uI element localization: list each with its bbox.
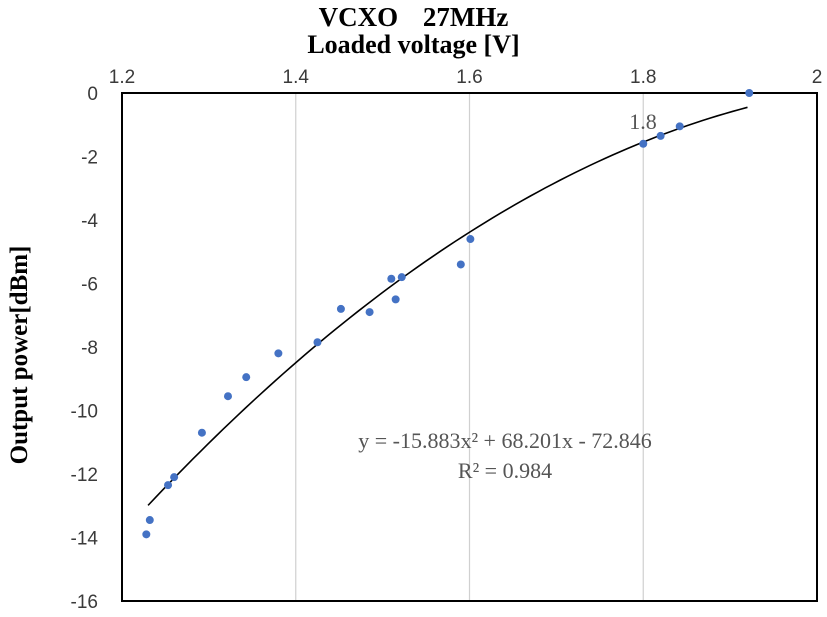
x-tick-label: 2 bbox=[812, 67, 823, 88]
data-point bbox=[675, 122, 684, 131]
data-point bbox=[313, 338, 322, 347]
y-tick-label: 0 bbox=[87, 84, 98, 105]
x-tick-label: 1.4 bbox=[283, 67, 310, 88]
data-point bbox=[170, 473, 179, 482]
y-tick-labels: 0 -2 -4 -6 -8 -10 -12 -14 -16 bbox=[71, 84, 99, 613]
x-tick-labels: 1.2 1.4 1.6 1.8 2 bbox=[109, 67, 823, 88]
data-point bbox=[466, 235, 475, 244]
data-point bbox=[656, 131, 665, 140]
data-point bbox=[142, 530, 151, 539]
y-tick-label: -8 bbox=[81, 338, 98, 359]
trendline-equation: y = -15.883x² + 68.201x - 72.846 bbox=[358, 428, 652, 453]
data-point bbox=[397, 273, 406, 282]
data-point bbox=[365, 308, 374, 317]
plot-frame bbox=[121, 92, 818, 602]
x-axis-label: Loaded voltage [V] bbox=[307, 30, 520, 59]
data-point bbox=[197, 428, 206, 437]
chart-title: VCXO 27MHz bbox=[318, 2, 509, 32]
x-tick-label: 1.6 bbox=[456, 67, 482, 88]
point-annotation: 1.8 bbox=[629, 109, 657, 134]
data-point bbox=[456, 260, 465, 269]
grid-lines bbox=[295, 93, 644, 601]
x-tick-label: 1.2 bbox=[109, 67, 135, 88]
x-tick-label: 1.8 bbox=[630, 67, 656, 88]
y-tick-label: -16 bbox=[71, 592, 98, 613]
y-tick-label: -10 bbox=[71, 402, 98, 423]
data-point bbox=[145, 516, 154, 525]
data-point bbox=[274, 349, 283, 358]
data-point bbox=[164, 481, 173, 490]
data-points bbox=[142, 89, 754, 539]
trendline-r2: R² = 0.984 bbox=[458, 458, 552, 483]
data-point bbox=[242, 373, 251, 382]
y-tick-label: -2 bbox=[81, 148, 98, 169]
data-point bbox=[639, 139, 648, 148]
y-tick-label: -14 bbox=[71, 529, 99, 550]
data-point bbox=[387, 274, 396, 283]
data-point bbox=[391, 295, 400, 304]
y-tick-label: -6 bbox=[81, 275, 98, 296]
data-point bbox=[745, 89, 754, 97]
data-point bbox=[336, 304, 345, 313]
data-point bbox=[223, 392, 232, 401]
y-tick-label: -12 bbox=[71, 465, 98, 486]
trendline bbox=[147, 106, 748, 506]
y-tick-label: -4 bbox=[81, 211, 98, 232]
